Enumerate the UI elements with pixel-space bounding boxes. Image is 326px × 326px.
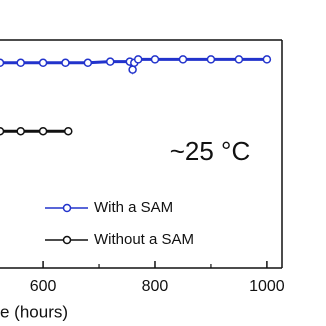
point bbox=[150, 55, 160, 64]
legend-marker bbox=[62, 203, 72, 213]
point bbox=[0, 58, 5, 68]
point bbox=[206, 55, 216, 64]
legend-marker bbox=[62, 235, 72, 245]
annotation: ~25 °C bbox=[170, 136, 251, 166]
x-axis-label: e (hours) bbox=[0, 302, 68, 321]
point bbox=[64, 126, 73, 136]
legend-label: With a SAM bbox=[94, 199, 173, 216]
point bbox=[83, 58, 93, 68]
point bbox=[38, 58, 48, 68]
point bbox=[61, 58, 70, 68]
x-tick-label: 800 bbox=[142, 278, 169, 295]
point bbox=[178, 55, 188, 64]
point bbox=[38, 126, 48, 136]
x-tick-label: 1000 bbox=[249, 278, 285, 295]
point bbox=[16, 58, 25, 68]
point bbox=[262, 55, 272, 64]
legend-label: Without a SAM bbox=[94, 231, 194, 248]
point bbox=[16, 126, 25, 136]
point bbox=[133, 55, 143, 64]
point bbox=[234, 55, 244, 64]
point bbox=[105, 57, 115, 66]
point bbox=[128, 65, 137, 74]
x-tick-label: 600 bbox=[30, 278, 57, 295]
point bbox=[0, 126, 5, 136]
